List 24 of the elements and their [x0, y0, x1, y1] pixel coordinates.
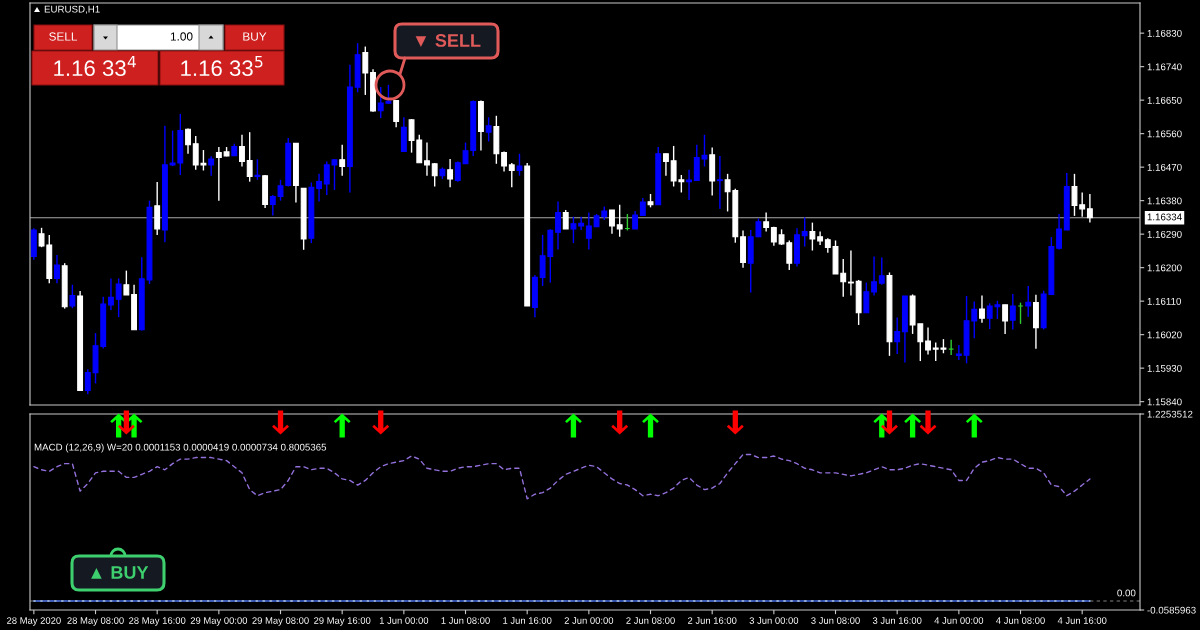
text: MACD (12,26,9) W=20 0.0001153 0.0000419 0.0000734 0.8005365	[34, 443, 327, 453]
ref-line-label: 0.00	[1117, 589, 1136, 597]
x-tick-label: 29 May 16:00	[314, 617, 371, 626]
x-tick-label: 3 Jun 00:00	[749, 617, 799, 624]
x-tick-label: 29 May 00:00	[190, 617, 248, 626]
x-tick-label: 4 Jun 16:00	[1057, 617, 1107, 624]
x-tick-label: 1 Jun 08:00	[441, 617, 490, 624]
x-tick-label: 28 May 16:00	[129, 617, 186, 626]
x-tick-label: 29 May 08:00	[252, 617, 309, 626]
x-tick-label: 4 Jun 00:00	[934, 617, 984, 624]
x-tick-label: 2 Jun 16:00	[687, 617, 737, 624]
y-tick-label: 1.2253512	[1147, 410, 1193, 418]
x-tick-label: 1 Jun 16:00	[503, 617, 552, 624]
x-tick-label: 28 May 2020	[7, 617, 61, 626]
x-tick-label: 1 Jun 00:00	[379, 617, 429, 624]
y-tick-label: -0.0585963	[1147, 606, 1196, 614]
x-tick-label: 4 Jun 08:00	[996, 617, 1045, 624]
x-tick-label: 3 Jun 08:00	[811, 617, 860, 624]
line-series	[33, 453, 1091, 500]
annotation: ▲ BUY	[91, 566, 149, 579]
x-tick-label: 3 Jun 16:00	[872, 617, 922, 624]
x-tick-label: 2 Jun 08:00	[626, 617, 675, 624]
x-tick-label: 28 May 08:00	[67, 617, 124, 626]
x-tick-label: 2 Jun 00:00	[564, 617, 614, 624]
